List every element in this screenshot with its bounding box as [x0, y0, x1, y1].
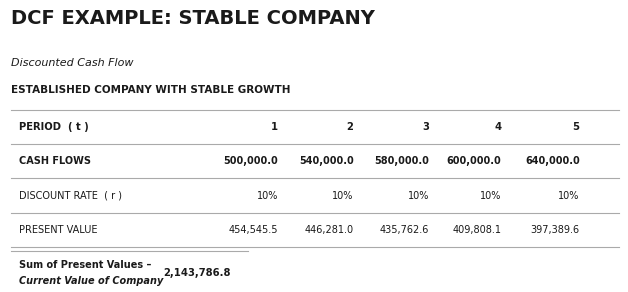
Text: 10%: 10%	[480, 191, 501, 201]
Text: 10%: 10%	[558, 191, 580, 201]
Text: 3: 3	[422, 122, 429, 132]
Text: PRESENT VALUE: PRESENT VALUE	[19, 225, 97, 235]
Text: Sum of Present Values –: Sum of Present Values –	[19, 260, 151, 270]
Text: 540,000.0: 540,000.0	[299, 156, 354, 166]
Text: 1: 1	[271, 122, 278, 132]
Text: ESTABLISHED COMPANY WITH STABLE GROWTH: ESTABLISHED COMPANY WITH STABLE GROWTH	[11, 85, 291, 95]
Text: 10%: 10%	[408, 191, 429, 201]
Text: 10%: 10%	[332, 191, 354, 201]
Text: 2,143,786.8: 2,143,786.8	[163, 268, 230, 279]
Text: 640,000.0: 640,000.0	[525, 156, 580, 166]
Text: 580,000.0: 580,000.0	[374, 156, 429, 166]
Text: CASH FLOWS: CASH FLOWS	[19, 156, 91, 166]
Text: DISCOUNT RATE  ( r ): DISCOUNT RATE ( r )	[19, 191, 122, 201]
Text: 409,808.1: 409,808.1	[452, 225, 501, 235]
Text: 5: 5	[573, 122, 580, 132]
Text: 4: 4	[494, 122, 501, 132]
Text: 446,281.0: 446,281.0	[305, 225, 354, 235]
Text: Discounted Cash Flow: Discounted Cash Flow	[11, 58, 134, 68]
Text: 10%: 10%	[257, 191, 278, 201]
Text: 454,545.5: 454,545.5	[229, 225, 278, 235]
Text: 397,389.6: 397,389.6	[531, 225, 580, 235]
Text: 435,762.6: 435,762.6	[379, 225, 429, 235]
Text: PERIOD  ( t ): PERIOD ( t )	[19, 122, 89, 132]
Text: 2: 2	[347, 122, 354, 132]
Text: DCF EXAMPLE: STABLE COMPANY: DCF EXAMPLE: STABLE COMPANY	[11, 9, 375, 28]
Text: 500,000.0: 500,000.0	[224, 156, 278, 166]
Text: Current Value of Company: Current Value of Company	[19, 276, 163, 286]
Text: 600,000.0: 600,000.0	[447, 156, 501, 166]
